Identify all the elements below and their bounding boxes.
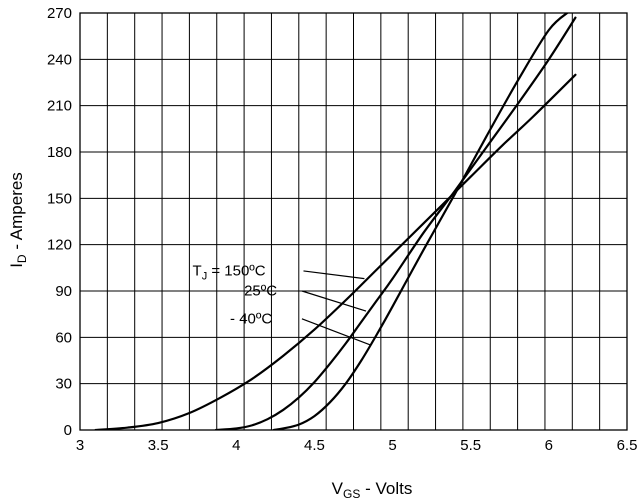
x-tick-label: 6.5 xyxy=(617,437,638,454)
y-tick-label: 120 xyxy=(47,237,72,254)
annotation-leader-line xyxy=(301,318,371,346)
plot-frame xyxy=(79,12,628,431)
annotation-leader-line xyxy=(301,290,367,312)
x-tick-label: 3.5 xyxy=(148,437,169,454)
series-line-2 xyxy=(272,13,570,430)
y-tick-label: 180 xyxy=(47,144,72,161)
x-tick-label: 6 xyxy=(545,437,553,454)
y-tick-label: 210 xyxy=(47,98,72,115)
y-tick-label: 240 xyxy=(47,51,72,68)
x-tick-label: 4 xyxy=(232,437,240,454)
series-line-1 xyxy=(214,16,577,430)
tick-layer: 3 3.5 4 4.5 5 5.5 6 6.5 0 30 60 90 120 150 180 210 240 27… xyxy=(47,5,637,454)
y-tick-label: 60 xyxy=(55,329,72,346)
x-tick-label: 5 xyxy=(388,437,396,454)
x-tick-label: 4.5 xyxy=(304,437,325,454)
grid-layer xyxy=(79,12,628,431)
y-tick-label: 90 xyxy=(55,283,72,300)
y-tick-label: 150 xyxy=(47,190,72,207)
series-annotation-label: - 40ºC xyxy=(230,310,272,327)
x-tick-label: 3 xyxy=(76,437,84,454)
x-tick-label: 5.5 xyxy=(460,437,481,454)
series-layer xyxy=(94,13,577,430)
y-tick-label: 30 xyxy=(55,376,72,393)
series-line-0 xyxy=(94,73,577,430)
series-annotation-label: 25ºC xyxy=(244,283,277,300)
y-tick-label: 270 xyxy=(47,5,72,22)
y-tick-label: 0 xyxy=(64,422,72,439)
annotation-leader-line xyxy=(303,270,365,280)
y-axis-label: ID - Amperes xyxy=(7,172,29,268)
series-annotation-label: TJ = 150ºC xyxy=(193,263,266,283)
x-axis-label: VGS - Volts xyxy=(332,479,413,501)
